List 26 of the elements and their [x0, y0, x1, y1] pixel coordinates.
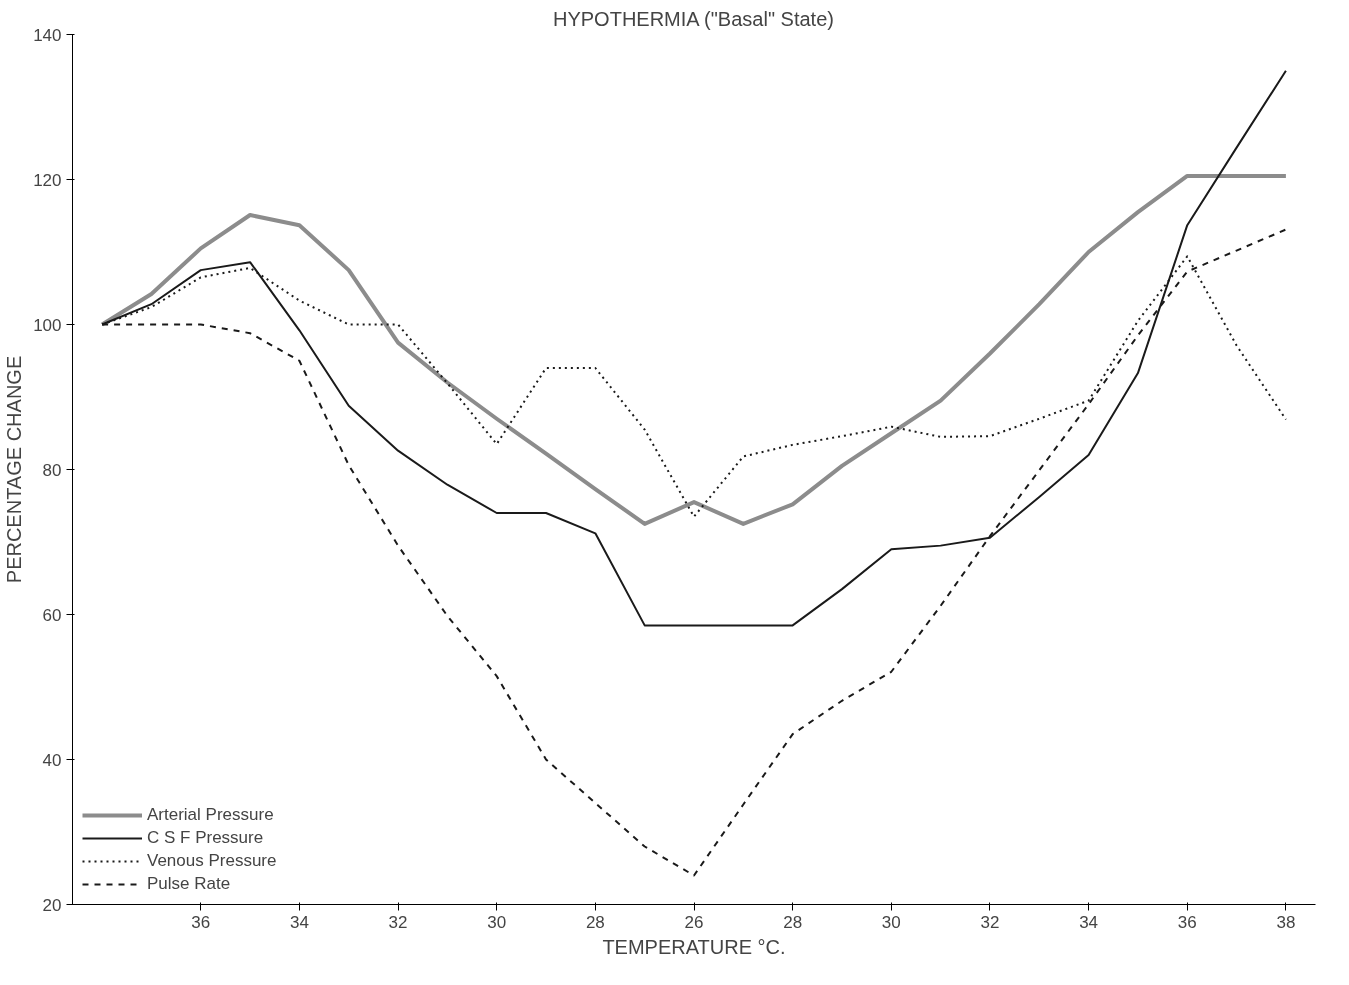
y-tick-label: 40	[42, 750, 62, 770]
y-tick-label: 20	[42, 895, 62, 915]
y-tick-label: 140	[33, 25, 62, 45]
x-tick-label: 38	[1276, 912, 1296, 932]
x-tick-label: 36	[191, 912, 211, 932]
x-tick-label: 34	[289, 912, 309, 932]
x-tick-label: 30	[487, 912, 507, 932]
x-tick-label: 32	[980, 912, 1000, 932]
legend-label: C S F Pressure	[147, 828, 264, 848]
chart-title: HYPOTHERMIA ("Basal" State)	[552, 7, 834, 30]
legend-label: Pulse Rate	[147, 874, 231, 894]
legend-label: Arterial Pressure	[147, 805, 274, 825]
y-tick-label: 80	[42, 460, 62, 480]
x-tick-label: 30	[881, 912, 901, 932]
x-tick-label: 26	[684, 912, 704, 932]
legend-label: Venous Pressure	[147, 851, 277, 871]
y-tick-label: 120	[33, 170, 62, 190]
x-tick-label: 36	[1177, 912, 1197, 932]
x-tick-label: 28	[783, 912, 803, 932]
y-axis-title: PERCENTAGE CHANGE	[3, 355, 26, 584]
x-axis-title: TEMPERATURE °C.	[602, 935, 786, 958]
x-tick-label: 34	[1079, 912, 1099, 932]
y-tick-label: 100	[33, 315, 62, 335]
x-tick-label: 32	[388, 912, 408, 932]
x-tick-label: 28	[585, 912, 605, 932]
y-tick-label: 60	[42, 605, 62, 625]
